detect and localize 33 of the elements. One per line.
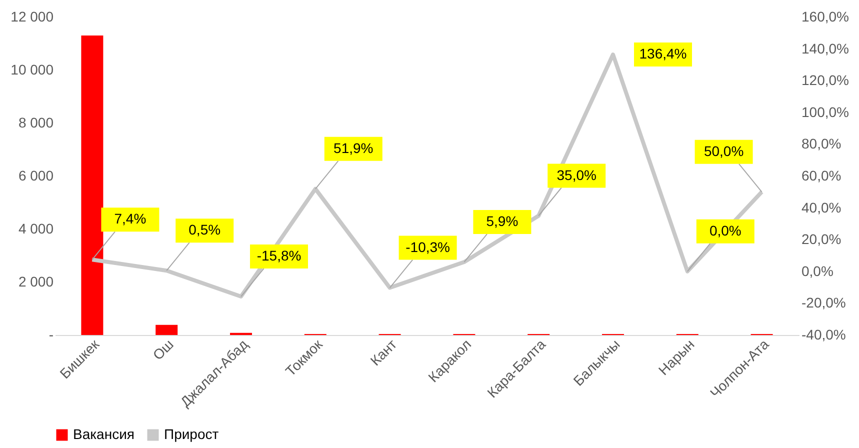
y-tick-label: 4 000	[18, 220, 54, 236]
y-tick-label: 6 000	[18, 168, 54, 184]
bar	[156, 324, 178, 335]
y2-tick-label: 80,0%	[802, 136, 842, 152]
legend-label: Вакансия	[73, 426, 134, 442]
data-label: 136,4%	[639, 46, 687, 62]
y2-tick-label: 120,0%	[802, 72, 849, 88]
data-label: 0,0%	[709, 222, 742, 238]
data-label: 7,4%	[114, 210, 146, 227]
data-label: 0,5%	[188, 222, 221, 238]
bar	[81, 36, 104, 335]
x-tick-label: Ош	[150, 336, 176, 364]
y2-tick-label: 40,0%	[802, 199, 842, 216]
y2-tick-label: 60,0%	[802, 168, 842, 184]
y2-tick-label: 0,0%	[802, 262, 834, 279]
data-label: -15,8%	[256, 248, 302, 264]
data-label: 51,9%	[334, 140, 374, 156]
y-tick-label: -	[48, 326, 54, 342]
y-tick-label: 2 000	[18, 274, 54, 290]
y2-tick-label: 140,0%	[802, 40, 849, 56]
data-label: -10,3%	[406, 238, 450, 255]
y2-tick-label: 160,0%	[802, 8, 849, 24]
data-label: 5,9%	[486, 213, 518, 230]
legend-label: Прирост	[164, 426, 220, 442]
data-label: 35,0%	[556, 166, 596, 183]
data-label: 50,0%	[704, 142, 744, 159]
y2-tick-label: -20,0%	[802, 294, 846, 311]
y2-tick-label: -40,0%	[802, 326, 846, 342]
y-tick-label: 8 000	[18, 114, 54, 130]
y2-tick-label: 20,0%	[802, 231, 842, 248]
y-tick-label: 12 000	[10, 8, 54, 24]
y-tick-label: 10 000	[10, 62, 54, 78]
y2-tick-label: 100,0%	[802, 104, 849, 120]
